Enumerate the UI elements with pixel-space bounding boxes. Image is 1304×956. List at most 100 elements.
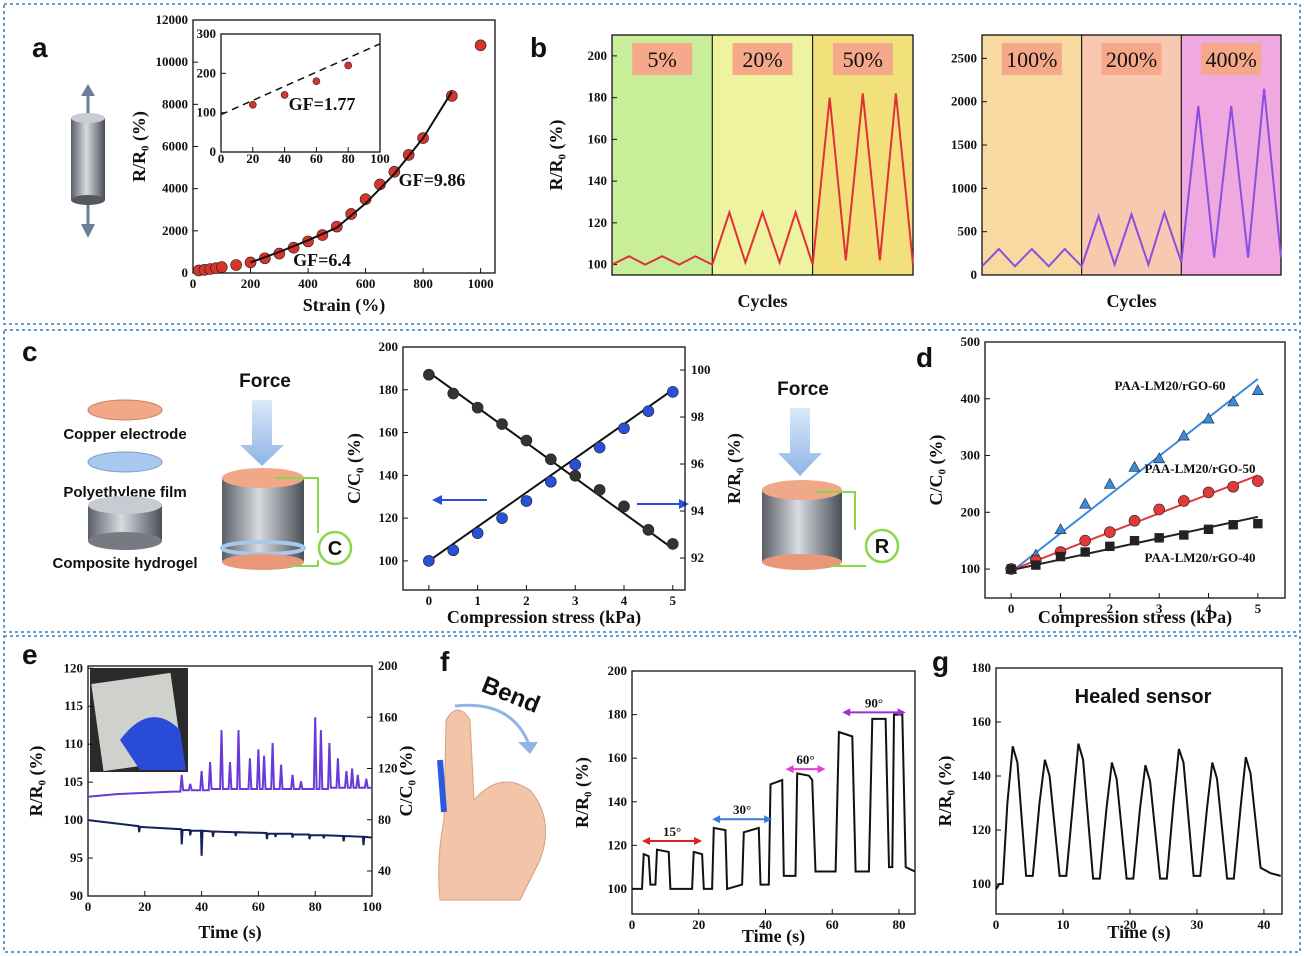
inset-background: [221, 34, 380, 152]
panel-letter: e: [22, 639, 38, 670]
y-tick-label: 200: [588, 48, 608, 63]
series-line: [995, 743, 1281, 890]
y-tick-label: 90: [70, 888, 83, 903]
x-tick-label: 100: [362, 899, 382, 914]
x-tick-label: 40: [195, 899, 208, 914]
marker: [1031, 560, 1041, 570]
marker: [569, 469, 582, 482]
panel-letter: d: [916, 342, 933, 373]
marker: [1104, 526, 1116, 538]
marker: [1252, 475, 1264, 487]
marker: [593, 484, 606, 496]
x-tick-label: 30: [1190, 917, 1203, 932]
x-tick-label: 5: [1255, 601, 1262, 616]
band-label: 5%: [648, 47, 677, 72]
panel-letters: a b c d e f g: [22, 32, 949, 677]
y2-tick-label: 94: [691, 503, 705, 518]
x-tick-label: 60: [310, 151, 323, 166]
x-tick-label: 800: [413, 276, 433, 291]
y-tick-label: 120: [972, 822, 992, 837]
y-tick-label: 200: [961, 504, 981, 519]
marker: [1079, 497, 1092, 509]
annotation: 15°: [663, 824, 681, 839]
marker: [1128, 515, 1141, 527]
marker: [593, 441, 606, 454]
panel-letter: b: [530, 32, 547, 63]
x-axis-label: Strain (%): [303, 295, 386, 316]
x-axis-label: Compression stress (kPa): [447, 607, 641, 628]
series-line: [250, 91, 453, 264]
plot-frame: [611, 34, 914, 276]
band-label-box: [1101, 43, 1162, 75]
y-tick-label: 6000: [162, 139, 188, 154]
marker: [1178, 495, 1190, 507]
chart: 100 200 300 400 500 0 1 2 3 4 5 Compression stress …: [926, 334, 1286, 628]
x-tick-label: 2: [523, 593, 530, 608]
x-tick-label: 40: [278, 151, 291, 166]
y-axis-label: R/R₀ (%): [935, 756, 956, 827]
y-axis-label: C/C₀ (%): [926, 435, 947, 506]
marker: [1202, 486, 1215, 499]
y-tick-label: 300: [197, 26, 217, 41]
y-tick-label: 200: [608, 663, 628, 678]
x-tick-label: 0: [190, 276, 197, 291]
y-axis-label: R/R₀ (%): [129, 111, 150, 182]
y-tick-label: 180: [608, 707, 628, 722]
series-line: [981, 88, 1282, 269]
panel-letter: c: [22, 336, 38, 367]
annotation: 60°: [796, 752, 814, 767]
x-axis-label: Cycles: [738, 291, 788, 311]
inset-photo: [90, 668, 188, 772]
resistance-symbol: R: [875, 536, 890, 558]
x-tick-label: 80: [342, 151, 355, 166]
row-frame: [3, 3, 1301, 325]
marker: [215, 261, 228, 273]
x-tick-label: 4: [1205, 601, 1212, 616]
marker: [1054, 523, 1067, 535]
row-frame: [3, 329, 1301, 633]
band-label-box: [832, 43, 893, 75]
band-label: 50%: [843, 47, 883, 72]
marker: [1128, 460, 1141, 472]
x-tick-label: 0: [629, 917, 636, 932]
y-tick-label: 300: [961, 448, 981, 463]
x-tick-label: 20: [246, 151, 259, 166]
marker: [1227, 395, 1240, 407]
layer-diagram: Copper electrode Polyethylene film Compo…: [52, 371, 900, 572]
y2-tick-label: 92: [691, 550, 704, 565]
y-tick-label: 10000: [156, 54, 189, 69]
x-tick-label: 1: [474, 593, 481, 608]
x-axis-label: Time (s): [742, 926, 805, 947]
y-tick-label: 105: [64, 774, 84, 789]
series-line: [87, 819, 373, 856]
marker: [1202, 412, 1215, 424]
x-tick-label: 20: [1123, 917, 1136, 932]
y-tick-label: 100: [379, 553, 399, 568]
y-tick-label: 100: [972, 876, 992, 891]
y-tick-label: 200: [379, 339, 399, 354]
force-label: Force: [239, 371, 291, 392]
y-tick-label: 140: [608, 794, 628, 809]
bend-label: Bend: [478, 671, 544, 719]
x-tick-label: 2: [1107, 601, 1114, 616]
x-tick-label: 1000: [468, 276, 494, 291]
y-tick-label: 160: [379, 425, 399, 440]
y-axis-label: C/C₀ (%): [344, 433, 365, 504]
y-axis-label: R/R₀ (%): [546, 120, 567, 191]
marker: [1154, 533, 1164, 543]
x-axis-label: Cycles: [1107, 291, 1157, 311]
chart: 0 100 200 300 0 20 40 60 80 100 GF=1.77: [197, 26, 390, 166]
marker: [1179, 530, 1189, 540]
marker: [312, 77, 321, 85]
marker: [496, 418, 508, 430]
band-label: 20%: [742, 47, 782, 72]
marker: [1055, 551, 1066, 562]
y-tick-label: 140: [379, 467, 399, 482]
x-tick-label: 0: [426, 593, 433, 608]
y-tick-label: 0: [210, 144, 217, 159]
legend-label: PAA-LM20/rGO-60: [1115, 378, 1226, 393]
series-line: [220, 43, 381, 116]
marker: [1079, 534, 1091, 547]
marker: [667, 538, 679, 550]
band-label-box: [632, 43, 693, 75]
